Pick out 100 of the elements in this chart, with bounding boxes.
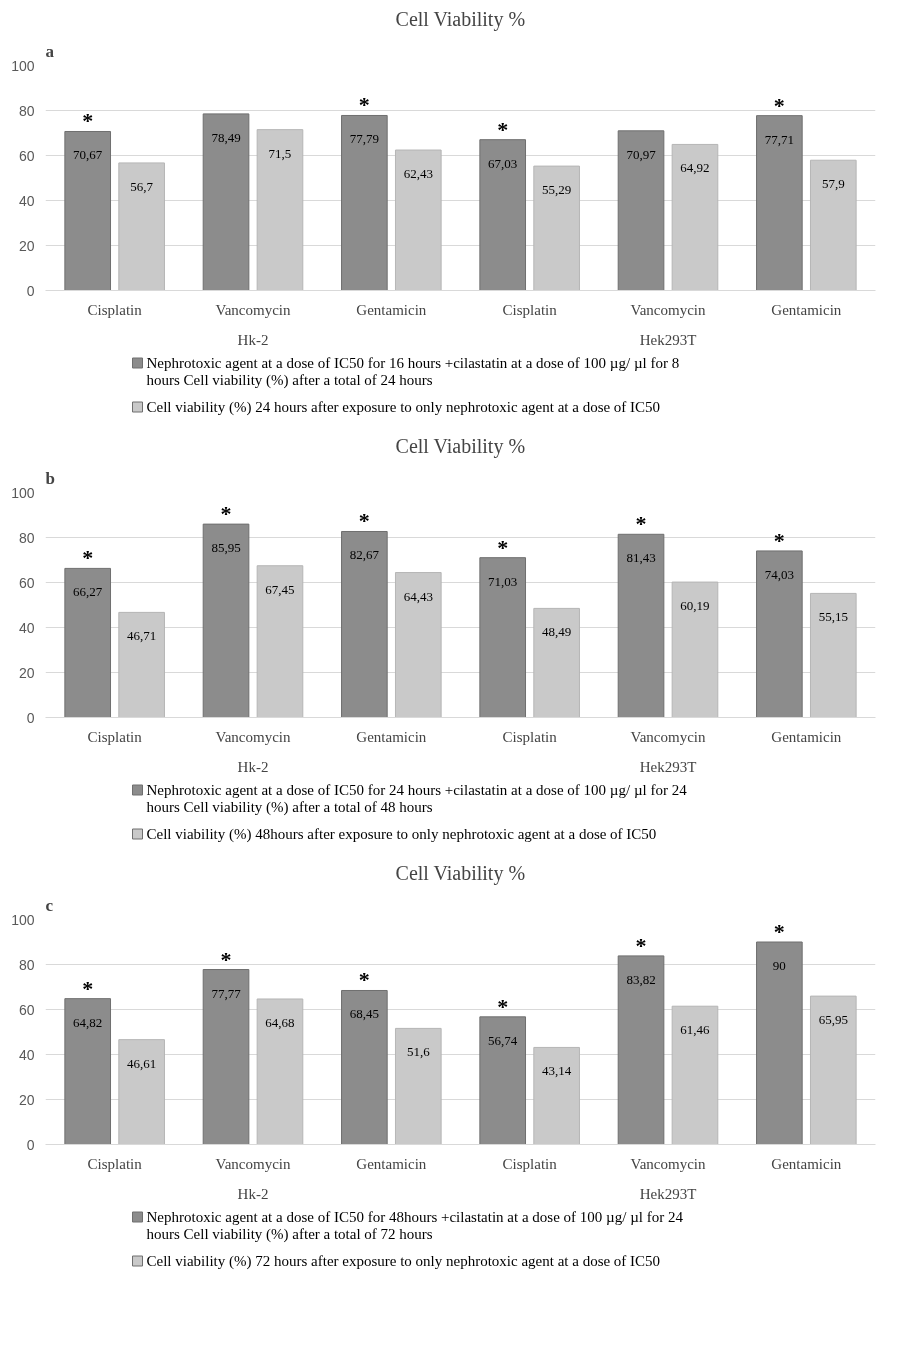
bar — [118, 1039, 165, 1145]
data-label: 64,82 — [73, 1014, 103, 1030]
data-label: 61,46 — [680, 1022, 711, 1038]
y-tick-label: 60 — [18, 147, 35, 164]
text: Hek293T — [639, 331, 697, 348]
data-label: 56,7 — [130, 178, 154, 194]
bar — [202, 969, 250, 1145]
bar — [64, 567, 112, 718]
data-label: 48,49 — [542, 624, 572, 640]
data-label: 81,43 — [626, 550, 656, 566]
y-tick-label: 80 — [18, 529, 35, 546]
x-tick-label: Gentamicin — [356, 728, 427, 745]
x-tick-label: Vancomycin — [630, 728, 706, 745]
y-tick-label: 60 — [18, 574, 35, 591]
chart-title: Cell Viability % — [395, 861, 526, 885]
bar — [617, 533, 665, 718]
text: Hk-2 — [237, 758, 269, 775]
data-label: 66,27 — [73, 584, 103, 600]
bar — [809, 159, 857, 291]
bar — [341, 114, 388, 291]
annotation: * — [82, 545, 94, 571]
annotation: * — [82, 108, 94, 134]
x-tick-label: Vancomycin — [215, 301, 291, 318]
bar — [202, 523, 250, 718]
x-tick-label: Cisplatin — [502, 301, 558, 318]
data-label: 85,95 — [211, 540, 241, 556]
y-tick-label: 0 — [26, 709, 35, 726]
y-tick-label: 60 — [18, 1001, 35, 1018]
bar — [118, 162, 165, 291]
data-label: 70,67 — [73, 147, 103, 163]
bar — [809, 995, 857, 1145]
y-tick-label: 40 — [18, 619, 35, 636]
data-label: 77,71 — [764, 131, 794, 147]
bar — [756, 941, 803, 1145]
x-tick-label: Vancomycin — [630, 301, 706, 318]
bar — [394, 149, 442, 291]
chart-title: Cell Viability % — [395, 7, 526, 31]
y-tick-label: 0 — [26, 1136, 35, 1153]
annotation: * — [635, 932, 647, 958]
data-label: 56,74 — [488, 1032, 518, 1048]
annotation: * — [773, 92, 785, 118]
x-tick-label: Vancomycin — [215, 1155, 291, 1172]
bar — [256, 998, 304, 1145]
annotation: * — [497, 534, 509, 560]
data-label: 43,14 — [542, 1063, 572, 1079]
text: Hek293T — [639, 1185, 697, 1202]
x-tick-label: Gentamicin — [771, 1155, 842, 1172]
data-label: 77,79 — [349, 131, 379, 147]
bar — [341, 989, 388, 1145]
y-tick-label: 80 — [18, 102, 35, 119]
data-label: 51,6 — [406, 1044, 431, 1060]
x-tick-label: Cisplatin — [502, 1155, 558, 1172]
data-label: 55,29 — [542, 182, 572, 198]
bar — [671, 581, 719, 718]
y-tick-label: 40 — [18, 1046, 35, 1063]
bar — [533, 607, 580, 718]
bar — [479, 557, 527, 718]
data-label: 71,03 — [488, 573, 518, 589]
annotation: * — [635, 511, 647, 537]
annotation: * — [358, 967, 370, 993]
bar — [671, 1005, 719, 1145]
bar — [118, 611, 165, 718]
y-tick-label: 0 — [26, 282, 35, 299]
legend-label: Nephrotoxic agent at a dose of IC50 for 24 hours +cilastatin at a dose of 100 µg/ µl for 24 hours Cell viability (%) after a total of 48 hours — [146, 781, 688, 817]
data-label: 70,97 — [626, 146, 657, 162]
x-tick-label: Gentamicin — [356, 1155, 427, 1172]
legend-label: Nephrotoxic agent at a dose of IC50 for 48hours +cilastatin at a dose of 100 µg/ µl for 24 hours Cell viability (%) after a total of 72 hours — [146, 1208, 684, 1244]
data-label: 71,5 — [268, 145, 292, 161]
y-tick-label: 40 — [18, 192, 35, 209]
text: Hk-2 — [237, 331, 269, 348]
data-label: 64,68 — [265, 1014, 295, 1030]
x-tick-label: Cisplatin — [502, 728, 558, 745]
y-tick-label: 100 — [11, 57, 35, 74]
x-tick-label: Gentamicin — [771, 728, 842, 745]
x-tick-label: Gentamicin — [771, 301, 842, 318]
bar — [809, 592, 857, 718]
bar — [341, 530, 388, 718]
bar — [756, 550, 803, 718]
text: Hk-2 — [237, 1185, 269, 1202]
bar — [617, 130, 665, 291]
text: c — [45, 895, 54, 915]
bar — [256, 129, 304, 291]
data-label: 82,67 — [349, 547, 380, 563]
legend-label: Cell viability (%) 72 hours after exposure to only nephrotoxic agent at a dose of IC50 — [146, 1252, 661, 1270]
x-tick-label: Cisplatin — [87, 1155, 143, 1172]
annotation: * — [358, 508, 370, 534]
data-label: 62,43 — [403, 166, 433, 182]
data-label: 83,82 — [626, 971, 656, 987]
data-label: 64,92 — [680, 160, 710, 176]
annotation: * — [220, 946, 232, 972]
bar — [394, 572, 442, 718]
x-tick-label: Gentamicin — [356, 301, 427, 318]
y-tick-label: 20 — [18, 237, 35, 254]
data-label: 78,49 — [211, 129, 241, 145]
data-label: 65,95 — [818, 1012, 848, 1028]
y-tick-label: 100 — [11, 484, 35, 501]
data-label: 74,03 — [764, 566, 794, 582]
annotation: * — [773, 919, 785, 944]
bar — [756, 115, 803, 291]
bar — [617, 955, 665, 1145]
